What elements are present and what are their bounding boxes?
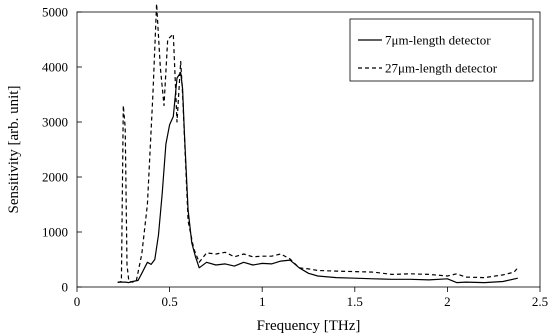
y-axis-label: Sensitivity [arb. unit] bbox=[6, 86, 22, 214]
legend: 7μm-length detector 27μm-length detector bbox=[349, 18, 534, 82]
y-tick-label: 3000 bbox=[42, 115, 68, 130]
y-tick-label: 4000 bbox=[42, 60, 68, 75]
x-tick-label: 2 bbox=[444, 294, 451, 309]
series-line-7um bbox=[117, 71, 518, 284]
y-tick-label: 2000 bbox=[42, 170, 68, 185]
legend-label: 27μm-length detector bbox=[385, 61, 498, 76]
x-tick-label: 1 bbox=[259, 294, 266, 309]
y-tick-label: 0 bbox=[62, 280, 69, 295]
x-axis-label: Frequency [THz] bbox=[257, 318, 361, 333]
x-tick-label: 0 bbox=[74, 294, 81, 309]
legend-label: 7μm-length detector bbox=[385, 33, 491, 48]
legend-box bbox=[349, 18, 534, 82]
plot-area-border bbox=[76, 11, 541, 288]
series-layer bbox=[117, 3, 519, 284]
y-tick-label: 5000 bbox=[42, 5, 68, 20]
series-line-27um bbox=[117, 3, 519, 284]
y-axis-ticks: 0 1000 2000 3000 4000 5000 bbox=[42, 5, 82, 295]
x-tick-label: 2.5 bbox=[532, 294, 548, 309]
x-tick-label: 1.5 bbox=[347, 294, 363, 309]
y-tick-label: 1000 bbox=[42, 225, 68, 240]
x-tick-label: 0.5 bbox=[161, 294, 177, 309]
x-axis-ticks: 0 0.5 1 1.5 2 2.5 bbox=[74, 287, 548, 309]
plot-frame bbox=[76, 11, 541, 288]
